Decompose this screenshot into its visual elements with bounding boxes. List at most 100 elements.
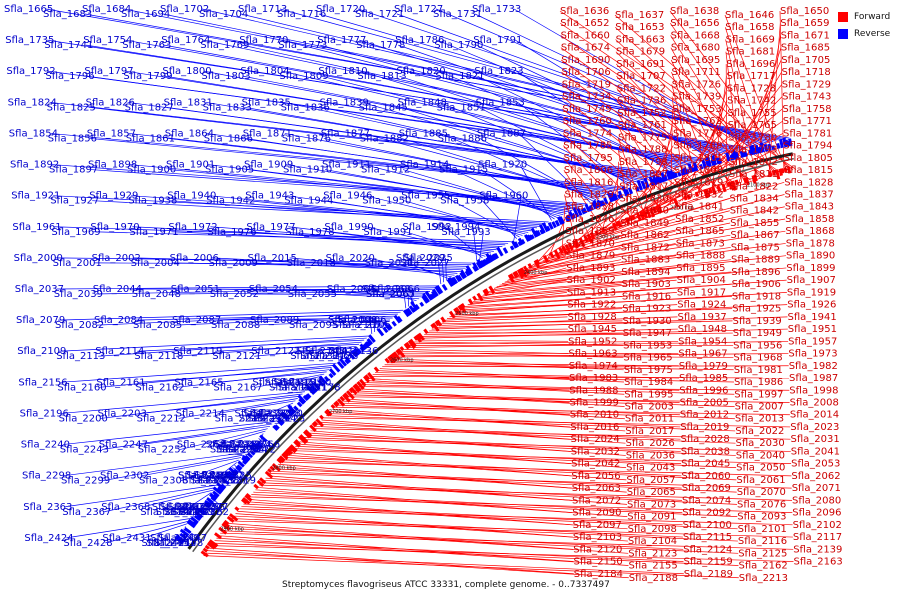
reverse-gene-glyph bbox=[230, 471, 237, 477]
reverse-gene-glyph bbox=[517, 241, 523, 247]
forward-gene-glyph bbox=[453, 307, 460, 315]
reverse-gene-glyph bbox=[212, 490, 220, 498]
reverse-gene-connector bbox=[287, 195, 532, 232]
forward-gene-label: Sfla_1895 bbox=[676, 263, 725, 274]
forward-gene-label: Sfla_1726 bbox=[672, 79, 721, 90]
forward-gene-connector bbox=[335, 406, 790, 416]
reverse-gene-connector bbox=[322, 106, 645, 181]
reverse-gene-label: Sfla_2302 bbox=[100, 471, 149, 482]
reverse-gene-glyph bbox=[396, 315, 403, 323]
reverse-gene-label: Sfla_2165 bbox=[174, 377, 223, 388]
reverse-gene-connector bbox=[98, 337, 367, 357]
reverse-gene-connector bbox=[472, 226, 478, 262]
reverse-gene-connector bbox=[217, 400, 296, 414]
forward-gene-connector bbox=[249, 496, 793, 513]
forward-gene-label: Sfla_1872 bbox=[621, 242, 670, 253]
reverse-gene-glyph bbox=[312, 381, 321, 391]
forward-gene-connector bbox=[271, 470, 737, 493]
forward-gene-connector bbox=[567, 198, 730, 249]
reverse-gene-label: Sfla_2319 bbox=[207, 476, 256, 487]
reverse-gene-connector bbox=[255, 373, 325, 388]
reverse-gene-label: Sfla_1864 bbox=[165, 128, 214, 139]
forward-gene-label: Sfla_1781 bbox=[783, 128, 832, 139]
forward-gene-glyph bbox=[309, 424, 317, 433]
reverse-gene-glyph bbox=[568, 210, 575, 220]
reverse-gene-label: Sfla_2095 bbox=[289, 320, 338, 331]
forward-gene-label: Sfla_1636 bbox=[560, 6, 609, 17]
reverse-gene-connector bbox=[362, 133, 603, 198]
forward-gene-connector bbox=[617, 137, 645, 215]
forward-gene-label: Sfla_1852 bbox=[675, 214, 724, 225]
reverse-gene-glyph bbox=[715, 157, 721, 165]
reverse-gene-connector bbox=[365, 195, 526, 235]
reverse-gene-connector bbox=[182, 492, 212, 513]
forward-gene-glyph bbox=[281, 452, 289, 460]
reverse-gene-glyph bbox=[725, 152, 731, 162]
forward-gene-connector bbox=[616, 88, 704, 195]
forward-gene-glyph bbox=[516, 268, 525, 279]
reverse-gene-glyph bbox=[227, 470, 236, 479]
forward-gene-label: Sfla_1878 bbox=[786, 238, 835, 249]
reverse-gene-glyph bbox=[484, 258, 490, 265]
forward-gene-glyph bbox=[304, 429, 313, 438]
reverse-gene-glyph bbox=[359, 343, 367, 351]
forward-gene-glyph bbox=[775, 169, 781, 180]
forward-gene-connector bbox=[404, 349, 569, 354]
forward-gene-glyph bbox=[509, 273, 515, 279]
connector-lines bbox=[45, 8, 797, 579]
forward-gene-label: Sfla_1956 bbox=[733, 340, 782, 351]
forward-gene-glyph bbox=[721, 183, 727, 193]
forward-gene-label: Sfla_2014 bbox=[790, 410, 839, 421]
forward-gene-glyph bbox=[202, 547, 208, 553]
forward-gene-label: Sfla_1806 bbox=[564, 165, 613, 176]
forward-gene-glyph bbox=[542, 254, 550, 264]
forward-gene-glyph bbox=[284, 449, 292, 456]
forward-gene-connector bbox=[615, 161, 619, 227]
forward-gene-glyph bbox=[417, 332, 425, 341]
forward-gene-glyph bbox=[734, 179, 739, 185]
reverse-gene-glyph bbox=[636, 180, 644, 191]
reverse-gene-glyph bbox=[488, 254, 495, 262]
forward-gene-glyph bbox=[282, 451, 289, 458]
forward-gene-label: Sfla_1995 bbox=[624, 389, 673, 400]
forward-gene-label: Sfla_2024 bbox=[571, 434, 620, 445]
reverse-gene-connector bbox=[401, 138, 600, 199]
forward-gene-glyph bbox=[703, 188, 709, 199]
reverse-gene-label: Sfla_2001 bbox=[53, 258, 102, 269]
reverse-gene-label: Sfla_1813 bbox=[357, 71, 406, 82]
reverse-gene-glyph bbox=[451, 276, 459, 285]
reverse-gene-glyph bbox=[749, 145, 755, 156]
reverse-gene-label: Sfla_2178 bbox=[291, 382, 340, 393]
forward-gene-glyph bbox=[527, 263, 533, 269]
forward-gene-glyph bbox=[302, 430, 311, 439]
reverse-gene-glyph bbox=[667, 170, 674, 180]
forward-gene-glyph bbox=[482, 289, 489, 297]
reverse-gene-label: Sfla_2252 bbox=[138, 445, 187, 456]
reverse-gene-glyph bbox=[386, 323, 393, 330]
reverse-gene-glyph bbox=[447, 277, 456, 286]
forward-gene-label: Sfla_2003 bbox=[625, 401, 674, 412]
reverse-gene-glyph bbox=[318, 375, 328, 385]
forward-gene-glyph bbox=[359, 378, 367, 387]
forward-gene-label: Sfla_1795 bbox=[564, 153, 613, 164]
forward-gene-connector bbox=[496, 255, 787, 288]
reverse-gene-glyph bbox=[496, 246, 504, 257]
reverse-gene-glyph bbox=[237, 460, 245, 468]
reverse-gene-label: Sfla_2214 bbox=[176, 408, 225, 419]
forward-gene-label: Sfla_1846 bbox=[565, 214, 614, 225]
reverse-gene-connector bbox=[162, 13, 780, 141]
reverse-gene-connector bbox=[517, 102, 630, 187]
forward-gene-glyph bbox=[472, 295, 478, 301]
forward-gene-label: Sfla_1904 bbox=[677, 275, 726, 286]
forward-gene-label: Sfla_2071 bbox=[792, 483, 841, 494]
forward-gene-label: Sfla_1801 bbox=[674, 153, 723, 164]
forward-gene-glyph bbox=[221, 522, 231, 531]
reverse-gene-glyph bbox=[364, 341, 371, 348]
forward-gene-glyph bbox=[222, 521, 230, 528]
forward-gene-glyph bbox=[399, 346, 405, 352]
forward-gene-label: Sfla_1771 bbox=[783, 116, 832, 127]
reverse-gene-connector bbox=[60, 362, 337, 383]
forward-gene-label: Sfla_2080 bbox=[792, 495, 841, 506]
forward-gene-glyph bbox=[648, 207, 656, 218]
forward-gene-connector bbox=[510, 243, 786, 280]
